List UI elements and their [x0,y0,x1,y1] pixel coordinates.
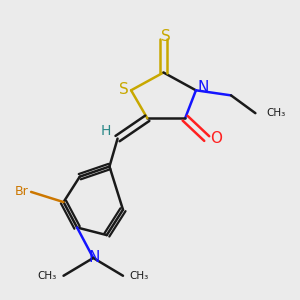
Text: CH₃: CH₃ [38,271,57,281]
Text: O: O [210,131,222,146]
Text: H: H [100,124,111,138]
Text: N: N [197,80,208,95]
Text: S: S [119,82,129,97]
Text: CH₃: CH₃ [266,108,285,118]
Text: Br: Br [15,185,28,198]
Text: CH₃: CH₃ [130,271,149,281]
Text: S: S [161,29,171,44]
Text: N: N [89,250,100,266]
